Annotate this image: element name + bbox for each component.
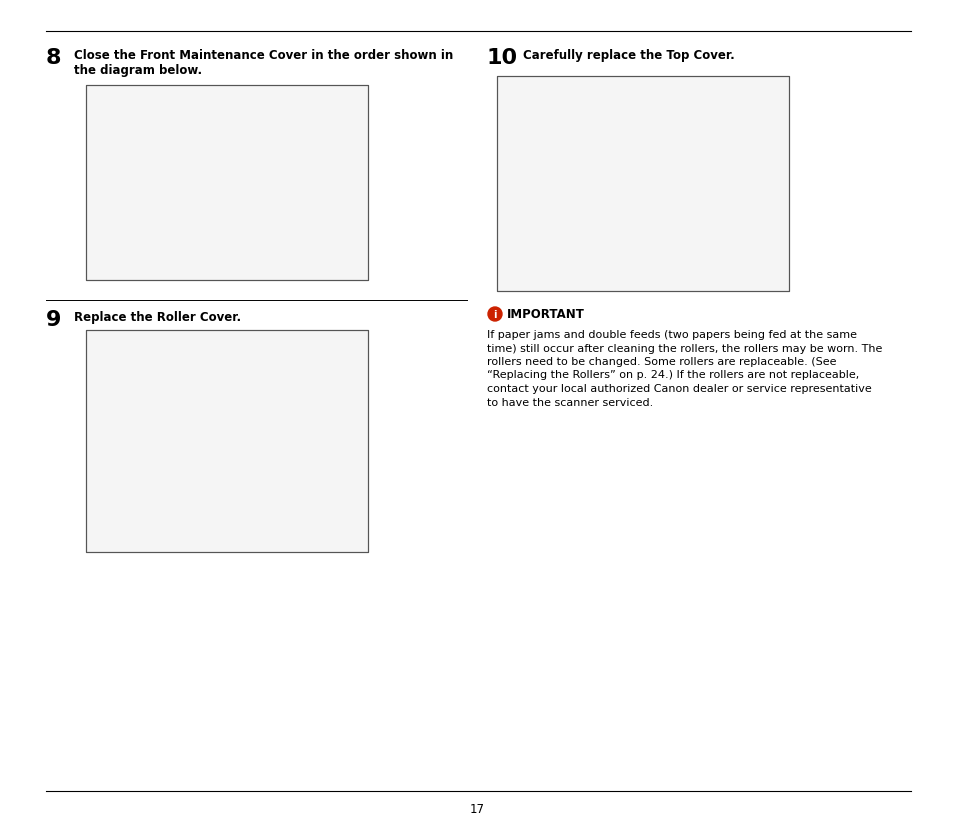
Text: If paper jams and double feeds (two papers being fed at the same: If paper jams and double feeds (two pape… bbox=[486, 330, 856, 340]
Text: 9: 9 bbox=[46, 310, 61, 330]
Bar bbox=[86, 330, 368, 552]
Text: to have the scanner serviced.: to have the scanner serviced. bbox=[486, 398, 653, 407]
Text: time) still occur after cleaning the rollers, the rollers may be worn. The: time) still occur after cleaning the rol… bbox=[486, 344, 882, 353]
Text: “Replacing the Rollers” on p. 24.) If the rollers are not replaceable,: “Replacing the Rollers” on p. 24.) If th… bbox=[486, 371, 859, 380]
Text: 17: 17 bbox=[469, 803, 484, 816]
Text: Carefully replace the Top Cover.: Carefully replace the Top Cover. bbox=[522, 49, 734, 62]
Text: Close the Front Maintenance Cover in the order shown in: Close the Front Maintenance Cover in the… bbox=[73, 49, 453, 62]
Bar bbox=[86, 85, 368, 280]
Bar bbox=[86, 330, 368, 552]
Text: 10: 10 bbox=[486, 48, 517, 68]
Bar bbox=[497, 76, 788, 291]
Text: contact your local authorized Canon dealer or service representative: contact your local authorized Canon deal… bbox=[486, 384, 871, 394]
Text: rollers need to be changed. Some rollers are replaceable. (See: rollers need to be changed. Some rollers… bbox=[486, 357, 836, 367]
Text: IMPORTANT: IMPORTANT bbox=[506, 308, 584, 321]
Text: Replace the Roller Cover.: Replace the Roller Cover. bbox=[73, 311, 241, 324]
Text: 8: 8 bbox=[46, 48, 61, 68]
Circle shape bbox=[488, 307, 501, 321]
Text: the diagram below.: the diagram below. bbox=[73, 64, 202, 77]
Text: i: i bbox=[493, 310, 497, 320]
Bar bbox=[497, 76, 788, 291]
Bar bbox=[86, 85, 368, 280]
